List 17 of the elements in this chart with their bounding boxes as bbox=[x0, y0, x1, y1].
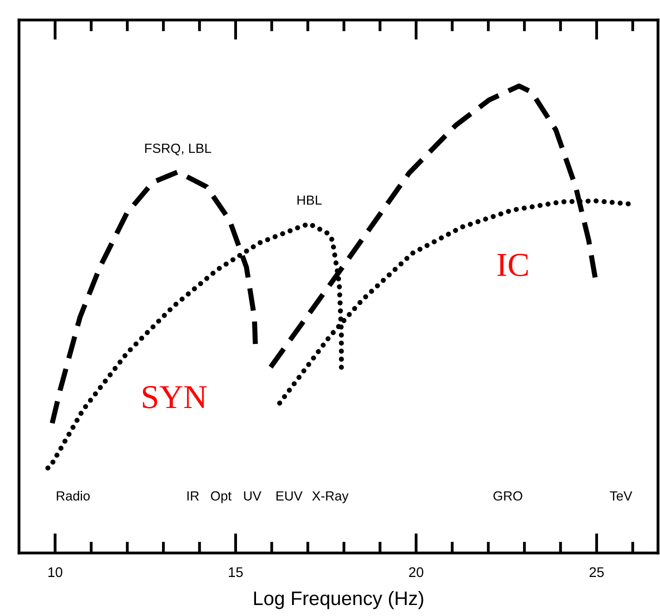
annotation: X-Ray bbox=[312, 491, 348, 504]
annotation: EUV bbox=[276, 491, 302, 501]
annotation: GRO bbox=[493, 491, 522, 501]
annotation: UV bbox=[244, 491, 262, 501]
annotation: IR bbox=[187, 491, 199, 500]
annotation: Opt bbox=[210, 491, 232, 504]
x-axis-title: Log Frequency (Hz) bbox=[254, 590, 424, 610]
x-tick-label: 20 bbox=[409, 567, 424, 578]
annotation: IC bbox=[497, 254, 528, 276]
x-tick-label: 15 bbox=[228, 567, 243, 578]
series-label: FSRQ, LBL bbox=[145, 144, 212, 156]
annotation: SYN bbox=[142, 386, 207, 408]
x-tick-label: 25 bbox=[590, 567, 604, 578]
x-tick-label: 10 bbox=[48, 567, 62, 578]
annotation: Radio bbox=[56, 490, 90, 501]
series-label: HBL bbox=[298, 196, 322, 205]
annotation: TeV bbox=[610, 491, 632, 501]
